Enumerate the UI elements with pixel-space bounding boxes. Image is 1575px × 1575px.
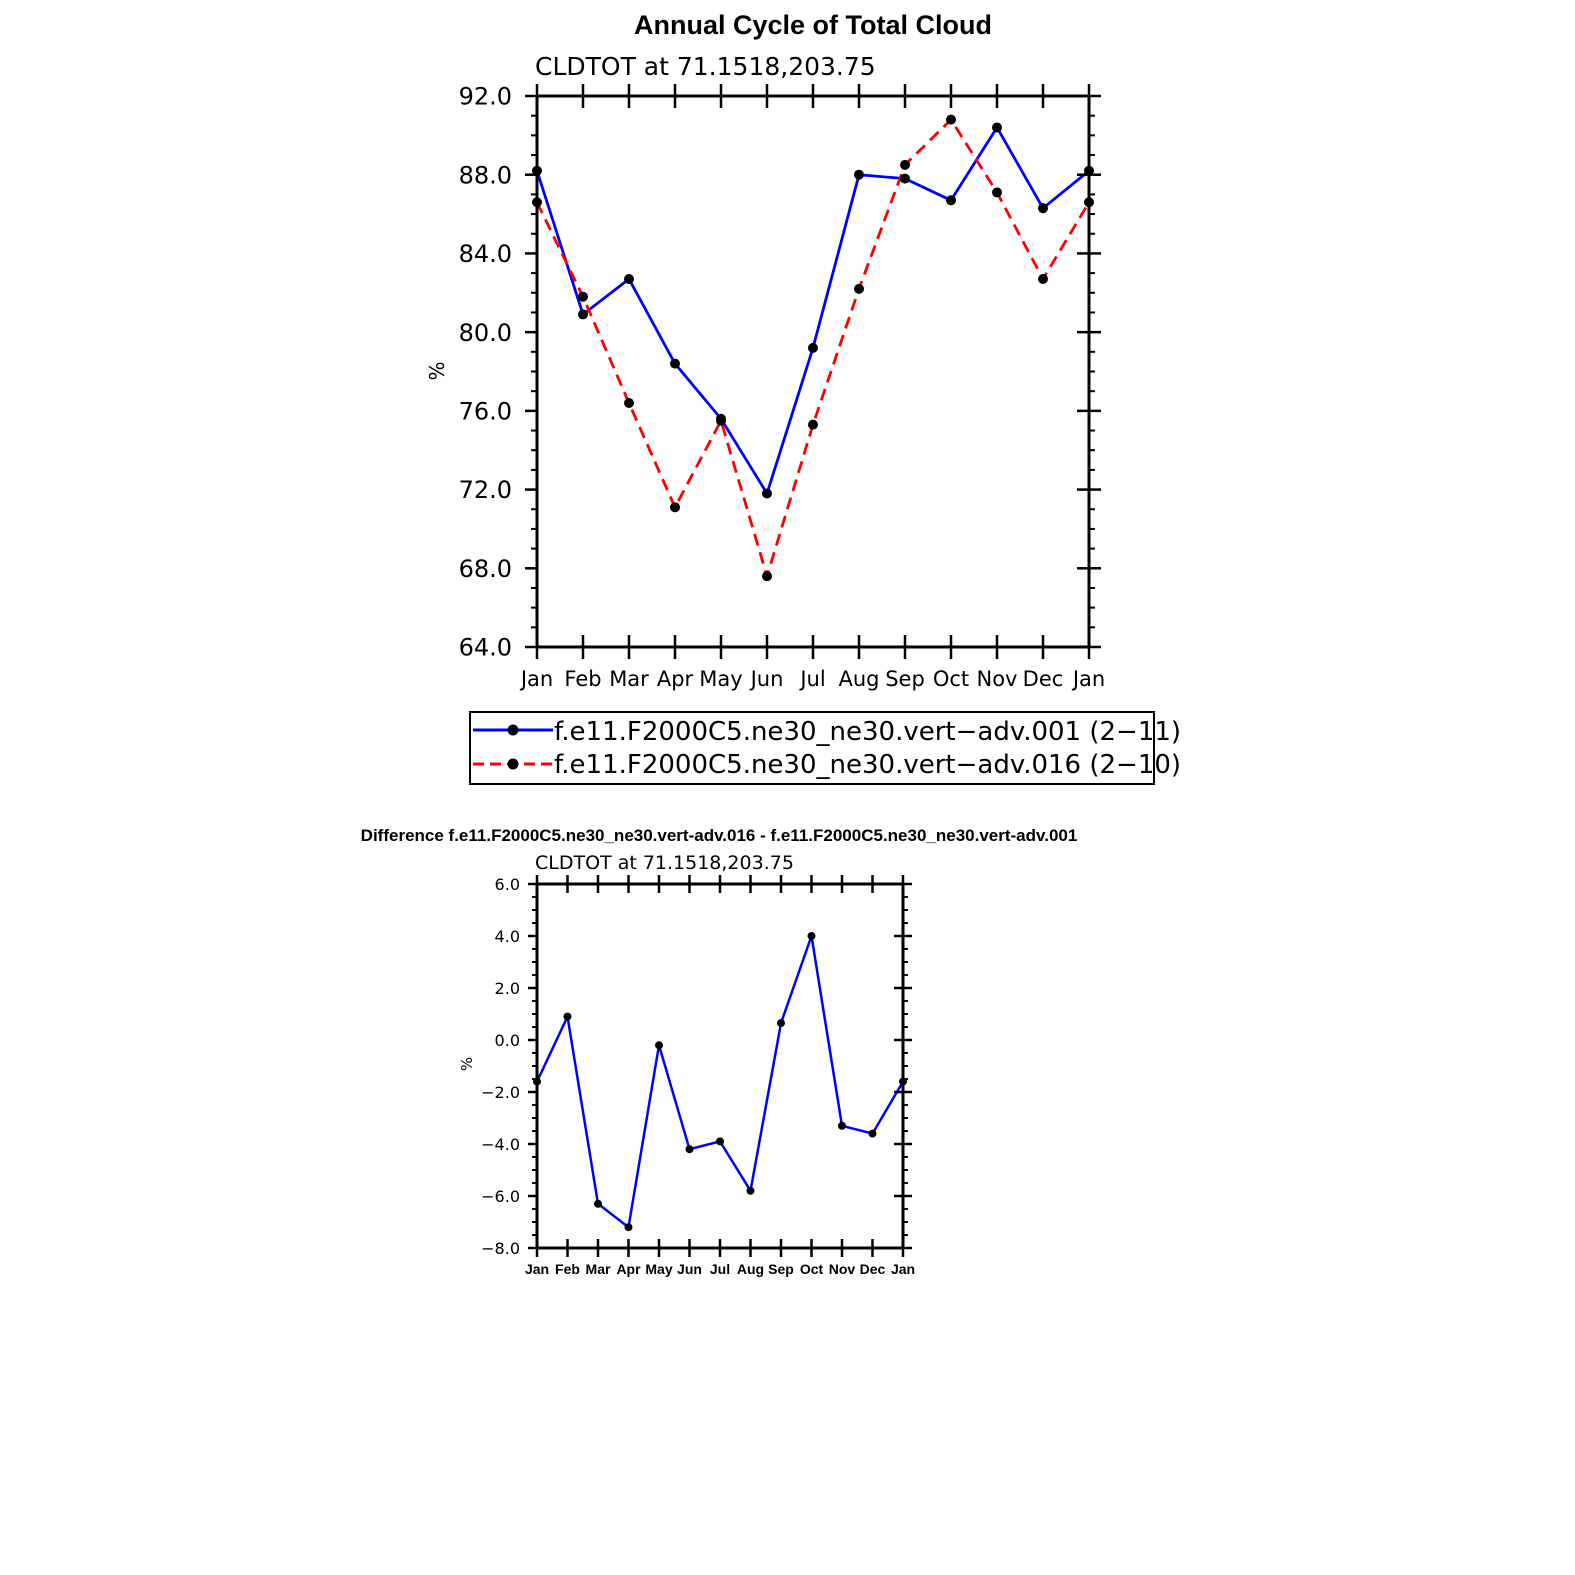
series-2-point	[578, 291, 588, 302]
series-1-point	[854, 169, 864, 180]
x-tick-label: Aug	[838, 667, 879, 691]
y-tick-label: 84.0	[459, 240, 512, 268]
series-2-point	[624, 397, 634, 408]
legend-entry-series-2: f.e11.F2000C5.ne30_ne30.vert−adv.016 (2−…	[473, 750, 1181, 780]
series-2-point	[670, 502, 680, 513]
x-tick-label: Feb	[564, 667, 601, 691]
y-tick-label: 92.0	[459, 83, 512, 111]
x-tick-label: Jan	[891, 1261, 915, 1277]
x-tick-label: Feb	[555, 1261, 580, 1277]
series-1-point	[868, 1129, 877, 1138]
series-2-point	[1038, 274, 1048, 285]
y-tick-label: 2.0	[495, 979, 520, 998]
y-tick-label: 80.0	[459, 319, 512, 347]
x-tick-label: Nov	[977, 667, 1018, 691]
y-axis-label: %	[425, 361, 449, 380]
x-tick-label: May	[645, 1261, 672, 1277]
y-tick-label: −6.0	[481, 1187, 520, 1206]
y-tick-label: 72.0	[459, 476, 512, 504]
x-tick-label: Sep	[885, 667, 925, 691]
series-1-point	[716, 1137, 724, 1146]
series-2-point	[808, 419, 818, 430]
series-1-point	[992, 122, 1002, 133]
x-tick-label: Jan	[1071, 667, 1105, 691]
y-tick-label: 64.0	[459, 634, 512, 662]
x-tick-label: Dec	[860, 1261, 886, 1277]
y-tick-label: 88.0	[459, 161, 512, 189]
x-tick-label: Mar	[609, 667, 649, 691]
series-1-point	[808, 342, 818, 353]
series-1-point	[670, 358, 680, 369]
series-2-point	[716, 415, 726, 426]
series-1-point	[624, 274, 634, 285]
chart-subtitle: CLDTOT at 71.1518,203.75	[535, 852, 794, 874]
y-tick-label: −2.0	[481, 1083, 520, 1102]
series-1-point	[746, 1186, 755, 1195]
legend-marker-series-1	[507, 724, 519, 736]
x-tick-label: Jul	[798, 667, 825, 691]
difference-chart: Difference f.e11.F2000C5.ne30_ne30.vert-…	[361, 826, 1078, 1277]
series-1-point	[900, 173, 910, 184]
series-1-point	[946, 195, 956, 206]
series-1-point	[807, 932, 816, 940]
annual-cycle-chart: Annual Cycle of Total Cloud CLDTOT at 71…	[425, 10, 1181, 785]
x-tick-label: Apr	[657, 667, 694, 691]
x-tick-label: Aug	[737, 1261, 764, 1277]
series-1-point	[762, 488, 772, 499]
x-tick-label: Jan	[525, 1261, 549, 1277]
series-2-point	[762, 571, 772, 582]
x-tick-label: Jan	[519, 667, 553, 691]
x-tick-label: Oct	[933, 667, 969, 691]
y-tick-label: 76.0	[459, 397, 512, 425]
x-tick-label: Nov	[829, 1261, 856, 1277]
chart-subtitle: CLDTOT at 71.1518,203.75	[535, 52, 876, 81]
legend-box	[469, 711, 1155, 785]
series-1-point	[594, 1199, 602, 1208]
series-1-point	[578, 309, 588, 320]
series-1-point	[777, 1019, 785, 1028]
series-2-point	[946, 114, 956, 125]
series-1-point	[685, 1145, 694, 1154]
x-tick-label: Jul	[710, 1261, 730, 1277]
x-tick-label: Jun	[677, 1261, 702, 1277]
legend-marker-series-2	[507, 758, 519, 770]
series-1-point	[1038, 203, 1048, 214]
series-2-point	[854, 283, 864, 294]
y-tick-label: −4.0	[481, 1135, 520, 1154]
chart-title: Annual Cycle of Total Cloud	[634, 10, 992, 40]
legend-label-series-2: f.e11.F2000C5.ne30_ne30.vert−adv.016 (2−…	[554, 750, 1181, 780]
y-tick-label: −8.0	[481, 1239, 520, 1258]
y-tick-label: 6.0	[495, 875, 520, 894]
legend-entry-series-1: f.e11.F2000C5.ne30_ne30.vert−adv.001 (2−…	[473, 717, 1181, 747]
series-2-point	[900, 159, 910, 170]
series-1-point	[655, 1041, 663, 1050]
y-tick-label: 4.0	[495, 927, 520, 946]
y-tick-label: 68.0	[459, 555, 512, 583]
y-tick-label: 0.0	[495, 1031, 520, 1050]
x-tick-label: Oct	[800, 1261, 824, 1277]
series-2-point	[992, 187, 1002, 198]
x-tick-label: May	[699, 667, 742, 691]
x-tick-label: Mar	[586, 1261, 611, 1277]
chart-title: Difference f.e11.F2000C5.ne30_ne30.vert-…	[361, 826, 1078, 845]
x-tick-label: Dec	[1023, 667, 1064, 691]
y-axis-label: %	[458, 1057, 476, 1071]
x-tick-label: Jun	[749, 667, 784, 691]
series-1-point	[563, 1012, 572, 1021]
legend: f.e11.F2000C5.ne30_ne30.vert−adv.001 (2−…	[469, 711, 1181, 785]
series-1-point	[624, 1223, 633, 1232]
x-tick-label: Apr	[616, 1261, 641, 1277]
series-1-point	[838, 1121, 846, 1130]
x-tick-label: Sep	[768, 1261, 794, 1277]
legend-label-series-1: f.e11.F2000C5.ne30_ne30.vert−adv.001 (2−…	[554, 717, 1181, 747]
